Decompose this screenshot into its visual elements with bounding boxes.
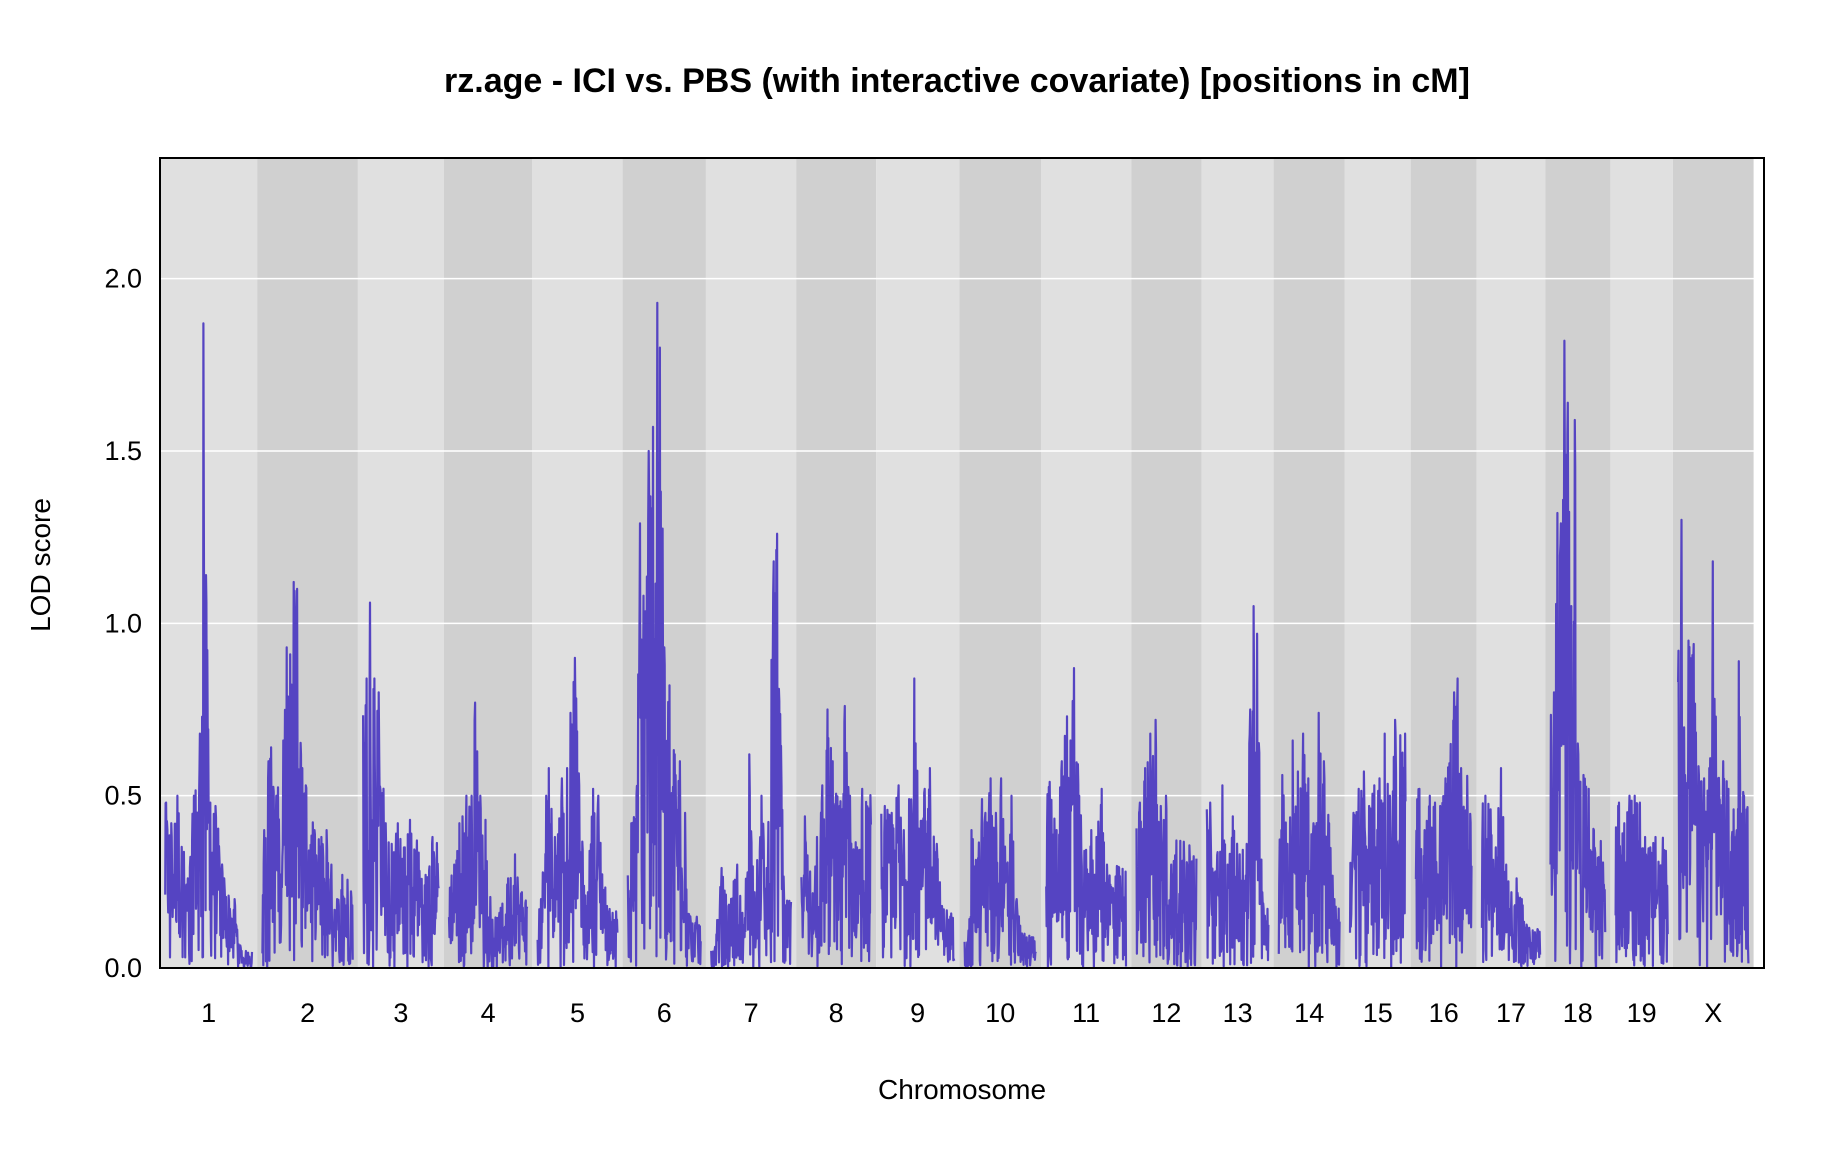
x-tick-label-chr-X: X xyxy=(1704,998,1722,1028)
lod-line-chr-11 xyxy=(1045,666,1128,969)
chromosome-band-19 xyxy=(1610,158,1673,968)
x-tick-label-chr-7: 7 xyxy=(744,998,759,1028)
lod-line-chr-17 xyxy=(1480,766,1542,968)
lod-line-chr-14 xyxy=(1277,711,1341,970)
y-tick-label: 1.5 xyxy=(104,436,142,466)
lod-line-chr-9 xyxy=(880,677,956,968)
lod-line-chr-1 xyxy=(164,322,254,969)
x-tick-label-chr-11: 11 xyxy=(1072,998,1100,1028)
y-tick-label: 0.0 xyxy=(104,953,142,983)
x-tick-label-chr-4: 4 xyxy=(481,998,496,1028)
chromosome-band-13 xyxy=(1201,158,1274,968)
x-tick-label-chr-12: 12 xyxy=(1151,998,1181,1028)
x-tick-label-chr-19: 19 xyxy=(1627,998,1657,1028)
chromosome-band-4 xyxy=(443,158,533,968)
plot-frame xyxy=(159,157,1765,969)
lod-line-chr-X xyxy=(1677,518,1750,970)
lod-line-chr-12 xyxy=(1135,718,1198,970)
lod-line-chr-6 xyxy=(626,301,702,967)
lod-line-chr-8 xyxy=(800,704,872,968)
x-tick-label-chr-18: 18 xyxy=(1563,998,1593,1028)
lod-series xyxy=(164,301,1750,970)
lod-line-chr-4 xyxy=(447,701,529,969)
x-axis-label: Chromosome xyxy=(878,1074,1046,1105)
lod-line-chr-13 xyxy=(1205,604,1270,968)
y-axis-label: LOD score xyxy=(25,498,56,632)
x-axis: 1 2 3 4 5 6 7 8 9 10 11 12 13 14 15 16 17 18 19 X xyxy=(201,998,1722,1028)
lod-line-chr-16 xyxy=(1414,677,1473,969)
x-tick-label-chr-9: 9 xyxy=(910,998,925,1028)
x-tick-label-chr-15: 15 xyxy=(1363,998,1393,1028)
lod-line-chr-19 xyxy=(1614,794,1669,968)
lod-line-chr-3 xyxy=(362,601,440,969)
x-tick-label-chr-8: 8 xyxy=(829,998,844,1028)
x-tick-label-chr-5: 5 xyxy=(570,998,585,1028)
gridlines xyxy=(160,277,1764,797)
lod-line-chr-2 xyxy=(261,580,354,968)
lod-line-chr-10 xyxy=(963,777,1037,969)
x-tick-label-chr-6: 6 xyxy=(657,998,672,1028)
chart-title: rz.age - ICI vs. PBS (with interactive c… xyxy=(444,62,1470,100)
x-tick-label-chr-10: 10 xyxy=(985,998,1015,1028)
y-tick-label: 0.5 xyxy=(104,781,142,811)
x-tick-label-chr-1: 1 xyxy=(201,998,216,1028)
lod-line-chr-7 xyxy=(710,532,793,970)
x-tick-label-chr-13: 13 xyxy=(1223,998,1253,1028)
y-axis: 0.0 0.5 1.0 1.5 2.0 xyxy=(104,264,142,983)
x-tick-label-chr-17: 17 xyxy=(1496,998,1526,1028)
x-tick-label-chr-14: 14 xyxy=(1294,998,1324,1028)
lod-line-chr-5 xyxy=(536,656,619,970)
y-tick-label: 1.0 xyxy=(104,608,142,638)
lod-line-chr-15 xyxy=(1348,718,1407,970)
y-tick-label: 2.0 xyxy=(104,264,142,294)
x-tick-label-chr-2: 2 xyxy=(300,998,315,1028)
x-tick-label-chr-3: 3 xyxy=(393,998,408,1028)
chromosome-bands xyxy=(160,158,1754,968)
x-tick-label-chr-16: 16 xyxy=(1429,998,1459,1028)
